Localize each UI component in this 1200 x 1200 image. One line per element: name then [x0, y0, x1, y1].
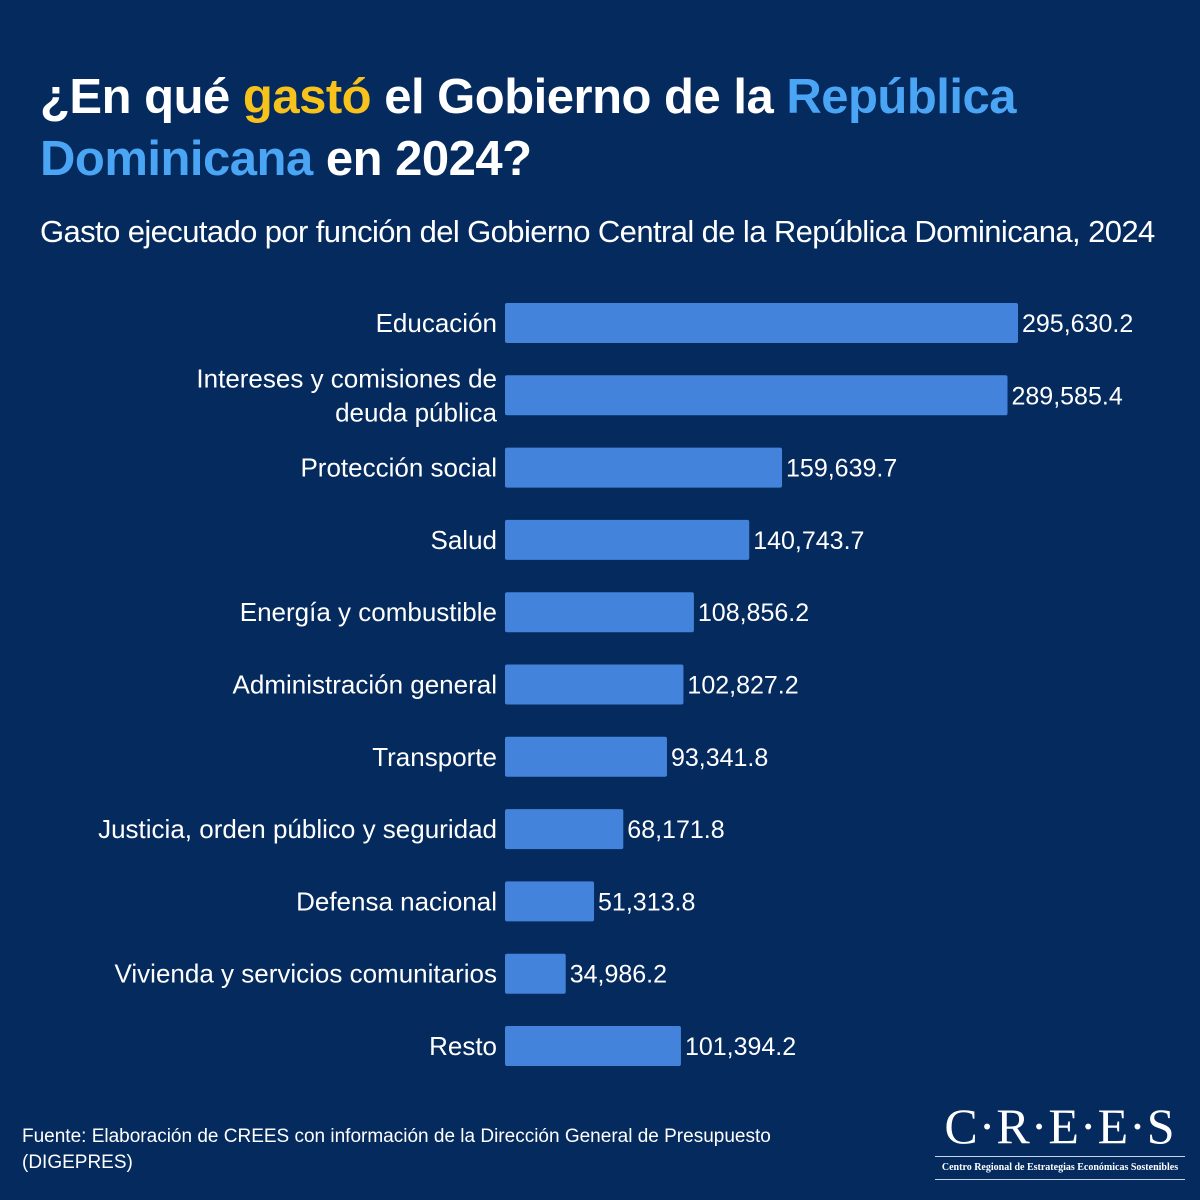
data-label: 34,986.2 — [570, 961, 667, 989]
bar — [505, 519, 750, 560]
title-highlight-spent: gastó — [242, 70, 372, 124]
title-highlight-country: República Dominicana — [40, 70, 1017, 186]
bar — [505, 809, 624, 850]
category-label: Justicia, orden público y seguridad — [98, 814, 497, 844]
category-label: Educación — [376, 308, 497, 338]
data-label: 108,856.2 — [698, 599, 809, 627]
category-label: Transporte — [372, 742, 497, 772]
category-label: Defensa nacional — [296, 886, 497, 916]
bar — [505, 303, 1018, 343]
bar-chart: 295,630.2 Educación 289,585.4 Intereses y c… — [98, 303, 1133, 1066]
logo-tagline: Centro Regional de Estrategias Económica… — [941, 1162, 1179, 1173]
category-label: Energía y combustible — [240, 597, 497, 627]
bar — [505, 881, 595, 922]
bar — [505, 736, 667, 777]
category-label: Protección social — [300, 453, 497, 483]
bar — [505, 447, 783, 488]
title-part: el Gobierno de la — [371, 70, 787, 124]
data-label: 159,639.7 — [786, 455, 897, 483]
data-label: 140,743.7 — [753, 527, 864, 555]
category-label: Resto — [429, 1031, 497, 1061]
category-label: deuda pública — [335, 397, 497, 427]
category-label: Administración general — [233, 670, 497, 700]
page-title: ¿En qué gastó el Gobierno de la Repúblic… — [40, 66, 1160, 190]
logo-divider — [935, 1179, 1185, 1180]
source-note: Fuente: Elaboración de CREES con informa… — [22, 1126, 771, 1173]
data-label: 101,394.2 — [685, 1033, 796, 1061]
crees-logo: C·R·E·E·S Centro Regional de Estrategias… — [935, 1100, 1185, 1184]
data-label: 51,313.8 — [598, 888, 695, 916]
bar — [505, 375, 1008, 416]
bar — [505, 953, 566, 994]
title-part: ¿En qué — [40, 70, 243, 124]
bar — [505, 664, 684, 705]
title-part: en 2024? — [312, 132, 532, 186]
category-label: Salud — [431, 525, 498, 555]
chart-subtitle: Gasto ejecutado por función del Gobierno… — [40, 214, 1155, 249]
logo-wordmark: C·R·E·E·S — [944, 1098, 1176, 1154]
logo-divider — [935, 1156, 1185, 1157]
data-label: 68,171.8 — [627, 816, 724, 844]
category-label: Vivienda y servicios comunitarios — [115, 959, 497, 989]
data-label: 102,827.2 — [687, 672, 798, 700]
data-label: 289,585.4 — [1012, 382, 1123, 410]
data-label: 93,341.8 — [671, 744, 768, 772]
bar — [505, 1026, 681, 1066]
data-label: 295,630.2 — [1022, 310, 1133, 338]
bar — [505, 592, 694, 633]
category-label: Intereses y comisiones de — [196, 363, 497, 393]
